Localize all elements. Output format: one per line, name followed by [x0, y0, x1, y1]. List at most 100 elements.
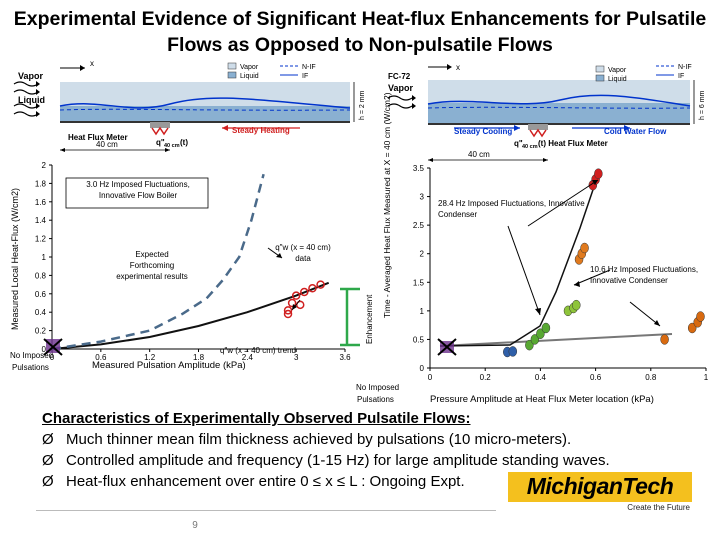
- slide-title: Experimental Evidence of Significant Hea…: [13, 8, 707, 56]
- left-data-point: [316, 280, 325, 289]
- right-legend-liquid: Liquid: [608, 76, 627, 83]
- left-liquid-label: Liquid: [18, 95, 45, 105]
- left-expected-label: Expected Forthcoming experimental result…: [116, 250, 188, 281]
- enhancement-label: Enhancement: [365, 294, 374, 344]
- left-h-label: h = 2 mm: [359, 90, 366, 120]
- left-interface: [59, 97, 351, 109]
- bullet-item: Ø Heat-flux enhancement over entire 0 ≤ x…: [42, 471, 702, 492]
- right-data-point: [508, 346, 518, 357]
- right-no-pulse-line2: Pulsations: [357, 395, 394, 404]
- left-y-ticks: 0 0.2 0.4 0.6 0.8 1 1.2 1.4 1.6 1.8 2: [35, 161, 52, 354]
- left-y-tick-label: 1.6: [35, 198, 47, 207]
- left-schematic: x Vapor Liquid Vapor Liquid N-IF IF h = …: [13, 59, 366, 152]
- right-schematic: x FC-72 Vapor Vapor Liquid N-IF IF h = 6…: [387, 63, 706, 162]
- left-trend-line: [51, 281, 330, 350]
- left-x-ticks: 0 0.6 1.2 1.8 2.4 3 3.6: [50, 349, 351, 362]
- right-liquid-region: [428, 103, 690, 124]
- bullet-item: Ø Controlled amplitude and frequency (1-1…: [42, 450, 702, 471]
- left-legend-if: IF: [302, 73, 308, 80]
- right-data-markers: [503, 168, 705, 358]
- right-legend-vapor: Vapor: [608, 67, 627, 74]
- right-fluid-label: FC-72: [388, 72, 411, 81]
- right-cold-label: Cold Water Flow: [604, 127, 667, 136]
- right-data-point: [696, 311, 705, 322]
- left-zero-marker: [43, 338, 63, 356]
- left-x-tick-label: 3: [294, 353, 299, 362]
- left-y-tick-label: 0.4: [35, 308, 47, 317]
- left-y-tick-label: 0: [42, 345, 47, 354]
- bullet-text: Heat-flux enhancement over entire 0 ≤ x …: [66, 473, 465, 490]
- right-data-point: [660, 334, 669, 345]
- left-x-label: Measured Pulsation Amplitude (kPa): [92, 360, 246, 371]
- left-boiler-label: 3.0 Hz Imposed Fluctuations, Innovative …: [86, 180, 190, 200]
- left-y-tick-label: 0.8: [35, 271, 47, 280]
- right-y-tick-label: 2: [420, 250, 425, 259]
- left-y-tick-label: 1.2: [35, 235, 47, 244]
- left-y-tick-label: 0.6: [35, 290, 47, 299]
- left-meter-zigzag: [151, 126, 169, 136]
- right-y-tick-label: 1.5: [413, 278, 425, 287]
- right-x-tick-label: 0.6: [590, 373, 602, 382]
- left-data-label: q"w (x = 40 cm) data: [275, 243, 331, 263]
- bullet-text: Much thinner mean film thickness achieve…: [66, 431, 572, 448]
- right-chart: 0 0.5 1 1.5 2 2.5 3 3.5 0 0.2 0.4 0.6 0.8 1 Time - A…: [356, 92, 709, 405]
- right-steady-label: Steady Cooling: [454, 127, 512, 136]
- right-x-tick-label: 0.8: [645, 373, 657, 382]
- right-x-tick-label: 1: [704, 373, 709, 382]
- right-data-point: [687, 322, 697, 334]
- right-vapor-label: Vapor: [388, 83, 414, 93]
- left-data-point: [287, 298, 297, 308]
- left-legend-liquid: Liquid: [240, 73, 259, 80]
- left-data-point: [300, 287, 309, 297]
- left-x-tick-label: 1.2: [144, 353, 156, 362]
- right-legend-if: IF: [678, 73, 684, 80]
- left-meter-block: [150, 122, 170, 128]
- right-x-tick-label: 0: [428, 373, 433, 382]
- bullet-arrow-icon: Ø: [42, 431, 54, 448]
- right-data-point: [572, 299, 581, 311]
- right-x-label: Pressure Amplitude at Heat Flux Meter lo…: [430, 394, 654, 405]
- enhancement-bracket: Enhancement: [340, 287, 374, 347]
- logo-tagline: Create the Future: [627, 503, 690, 512]
- right-zero-marker: [437, 338, 457, 356]
- right-data-point: [541, 322, 551, 334]
- bullet-arrow-icon: Ø: [42, 473, 54, 490]
- left-x-tick-label: 3.6: [339, 353, 351, 362]
- left-meter-label: Heat Flux Meter: [68, 133, 128, 142]
- left-y-tick-label: 1: [42, 253, 47, 262]
- left-data-markers: [283, 280, 325, 319]
- michigan-tech-logo: [508, 472, 692, 502]
- right-trend-line: [439, 174, 599, 347]
- left-y-tick-label: 1.4: [35, 216, 47, 225]
- right-condenser-label: 28.4 Hz Imposed Fluctuations, Innovative…: [438, 199, 585, 219]
- left-y-tick-label: 2: [42, 161, 47, 170]
- left-data-point: [291, 291, 301, 300]
- right-data-point: [536, 328, 545, 339]
- right-x-tick-label: 0.4: [535, 373, 547, 382]
- bullet-arrow-icon: Ø: [42, 452, 54, 469]
- left-no-pulse-line2: Pulsations: [12, 363, 49, 372]
- right-data-point: [525, 339, 534, 351]
- left-expected-line: [51, 173, 265, 351]
- right-y-tick-label: 0: [420, 364, 425, 373]
- right-y-label: Time - Averaged Heat Flux Measured at X …: [382, 92, 392, 318]
- right-legend-nif: N-IF: [678, 64, 692, 71]
- right-q-suffix: (t) Heat Flux Meter: [538, 139, 608, 148]
- left-trend-label: q"w (x = 40 cm) trend: [220, 346, 296, 355]
- right-y-tick-label: 0.5: [413, 335, 425, 344]
- right-data-point: [530, 334, 540, 345]
- left-vapor-label: Vapor: [18, 71, 44, 81]
- left-data-point: [308, 284, 317, 293]
- bullet-item: Ø Much thinner mean film thickness achiev…: [42, 429, 702, 450]
- right-q-label: q": [514, 139, 523, 148]
- footer-divider: [36, 510, 496, 511]
- left-q-label: q": [156, 138, 165, 147]
- right-x-tick-label: 0.2: [480, 373, 492, 382]
- left-x-tick-label: 2.4: [242, 353, 254, 362]
- left-data-point: [283, 306, 293, 315]
- right-data-point: [580, 242, 589, 254]
- left-boiler-box: [65, 177, 209, 209]
- right-q-sub: 40 cm: [522, 144, 538, 150]
- right-data-point: [594, 168, 603, 179]
- right-h-label: h = 6 mm: [699, 90, 706, 120]
